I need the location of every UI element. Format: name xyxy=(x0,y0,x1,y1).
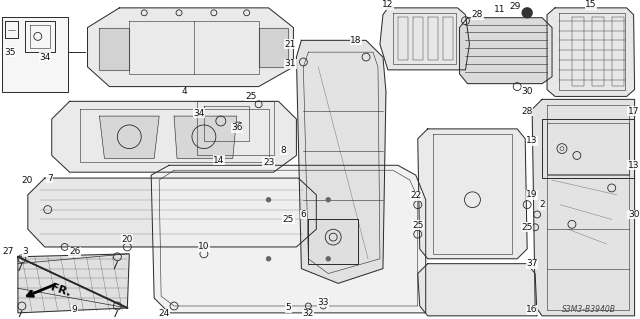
Text: 16: 16 xyxy=(526,305,538,315)
Text: 6: 6 xyxy=(301,210,307,219)
Circle shape xyxy=(267,198,271,202)
Text: 21: 21 xyxy=(285,40,296,49)
Text: 18: 18 xyxy=(350,36,362,45)
Text: 11: 11 xyxy=(493,5,505,14)
Text: 25: 25 xyxy=(522,223,533,232)
Text: 24: 24 xyxy=(159,309,170,318)
Text: 35: 35 xyxy=(4,48,16,57)
Text: 23: 23 xyxy=(263,158,275,167)
Text: 8: 8 xyxy=(280,146,286,155)
Polygon shape xyxy=(18,254,129,313)
Text: 25: 25 xyxy=(245,92,257,101)
Text: 20: 20 xyxy=(122,234,133,244)
Text: 37: 37 xyxy=(526,259,538,268)
Polygon shape xyxy=(460,18,552,84)
Polygon shape xyxy=(418,264,537,316)
Text: 7: 7 xyxy=(47,174,52,182)
Text: 10: 10 xyxy=(198,242,210,251)
Text: 33: 33 xyxy=(317,298,329,307)
Polygon shape xyxy=(380,8,470,70)
Text: 25: 25 xyxy=(412,221,424,230)
Text: 25: 25 xyxy=(283,215,294,224)
Polygon shape xyxy=(547,8,635,96)
Text: 12: 12 xyxy=(382,0,394,10)
Polygon shape xyxy=(2,17,68,92)
Text: 36: 36 xyxy=(231,123,243,132)
Polygon shape xyxy=(99,116,159,159)
Polygon shape xyxy=(259,27,289,67)
Circle shape xyxy=(326,198,330,202)
Polygon shape xyxy=(532,100,635,316)
Text: 4: 4 xyxy=(181,87,187,96)
Polygon shape xyxy=(308,219,358,264)
Text: 22: 22 xyxy=(410,191,421,200)
Text: 15: 15 xyxy=(585,0,596,10)
Text: 29: 29 xyxy=(509,3,521,11)
Text: 5: 5 xyxy=(285,303,291,312)
Text: FR.: FR. xyxy=(50,282,72,298)
Polygon shape xyxy=(418,129,527,259)
Text: 2: 2 xyxy=(540,200,545,209)
Text: 19: 19 xyxy=(526,190,538,199)
Text: 34: 34 xyxy=(39,53,51,62)
Text: 28: 28 xyxy=(522,107,533,116)
Text: 30: 30 xyxy=(628,210,639,219)
Polygon shape xyxy=(151,165,426,313)
Text: S3M3-B3940B: S3M3-B3940B xyxy=(562,305,616,315)
Text: 32: 32 xyxy=(303,309,314,318)
Polygon shape xyxy=(52,101,296,172)
Text: 3: 3 xyxy=(22,247,28,256)
Text: 28: 28 xyxy=(472,10,483,19)
Text: 14: 14 xyxy=(213,156,225,165)
Text: 30: 30 xyxy=(522,87,533,96)
Polygon shape xyxy=(296,40,386,283)
Circle shape xyxy=(326,257,330,261)
Text: 17: 17 xyxy=(628,107,639,116)
Circle shape xyxy=(522,8,532,18)
Text: 13: 13 xyxy=(628,161,639,170)
Text: 26: 26 xyxy=(69,247,80,256)
Polygon shape xyxy=(88,8,293,86)
Text: 9: 9 xyxy=(72,305,77,315)
Polygon shape xyxy=(28,178,316,247)
Polygon shape xyxy=(99,27,129,70)
Text: 20: 20 xyxy=(21,175,33,185)
Text: 34: 34 xyxy=(193,109,205,118)
Text: 27: 27 xyxy=(3,247,13,256)
Circle shape xyxy=(267,257,271,261)
Text: 31: 31 xyxy=(285,59,296,69)
Polygon shape xyxy=(174,116,237,159)
Text: 13: 13 xyxy=(526,136,538,145)
